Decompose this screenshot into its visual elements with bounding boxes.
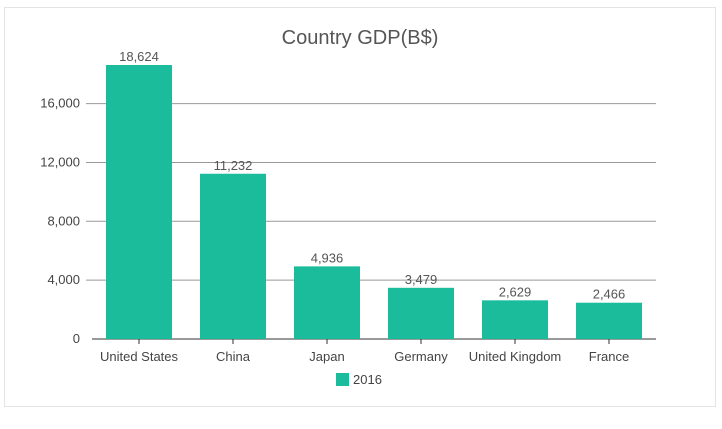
bars [106, 65, 642, 339]
y-tick-label: 16,000 [40, 96, 80, 111]
bar[interactable] [388, 287, 454, 339]
y-tick-label: 8,000 [47, 213, 80, 228]
data-label: 18,624 [119, 49, 159, 64]
data-labels: 18,624 11,232 4,936 3,479 2,629 2,466 [119, 49, 625, 302]
y-axis-ticks: 0 4,000 8,000 12,000 16,000 [40, 96, 80, 346]
x-tick-label: United Kingdom [469, 349, 562, 364]
gridlines [86, 103, 656, 340]
legend-label[interactable]: 2016 [353, 372, 382, 387]
bar[interactable] [106, 65, 172, 339]
x-tick-label: China [216, 349, 251, 364]
data-label: 2,466 [593, 287, 626, 302]
x-axis-ticks: United States China Japan Germany United Kin… [100, 339, 629, 364]
x-tick-label: Germany [394, 349, 448, 364]
legend-swatch[interactable] [336, 373, 349, 386]
chart-title: Country GDP(B$) [282, 27, 439, 49]
data-label: 3,479 [405, 272, 438, 287]
x-tick-label: Japan [309, 349, 344, 364]
y-tick-label: 12,000 [40, 154, 80, 169]
bar[interactable] [200, 173, 266, 339]
x-tick-label: France [589, 349, 629, 364]
legend[interactable]: 2016 [336, 372, 382, 387]
data-label: 2,629 [499, 284, 532, 299]
x-tick-label: United States [100, 349, 179, 364]
y-tick-label: 0 [73, 331, 80, 346]
bar[interactable] [294, 266, 360, 339]
data-label: 11,232 [214, 158, 253, 173]
bar[interactable] [482, 300, 548, 339]
bar[interactable] [576, 302, 642, 339]
data-label: 4,936 [311, 250, 344, 265]
y-tick-label: 4,000 [47, 272, 80, 287]
